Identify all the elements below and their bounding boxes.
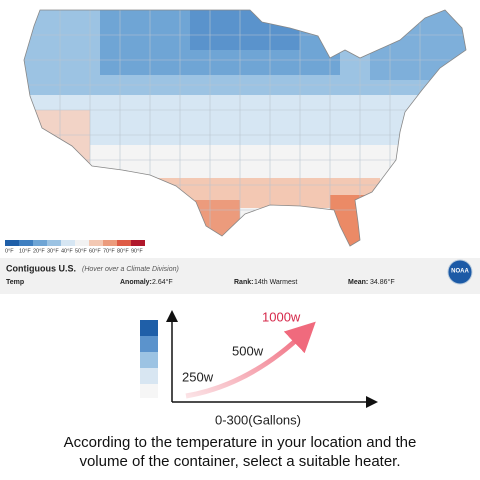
map-outline [23, 9, 467, 247]
legend-label: 0°F [5, 248, 14, 254]
legend-label: 70°F [103, 248, 115, 254]
info-bar [0, 258, 480, 294]
level-label: 250w [182, 369, 214, 384]
anomaly-label: Anomaly: [120, 279, 152, 286]
level-label: 1000w [262, 309, 301, 324]
legend-label: 20°F [33, 248, 45, 254]
legend-label: 40°F [61, 248, 73, 254]
rank-value: 14th Warmest [254, 279, 297, 286]
mean-value: 34.86°F [370, 278, 395, 286]
x-axis-label: 0-300(Gallons) [215, 412, 301, 427]
legend-swatch [131, 240, 145, 246]
legend-swatch [61, 240, 75, 246]
legend-label: 10°F [19, 248, 31, 254]
legend-label: 80°F [117, 248, 129, 254]
heater-diagram [140, 310, 378, 408]
map-legend: 0°F 10°F 20°F 30°F 40°F 50°F 60°F 70°F 80°F 90°F [5, 240, 145, 254]
info-title: Contiguous U.S. [6, 263, 76, 273]
legend-swatch [47, 240, 61, 246]
info-variable: Temp [6, 279, 24, 286]
legend-swatch [19, 240, 33, 246]
legend-swatch [5, 240, 19, 246]
level-label: 500w [232, 343, 264, 358]
rank-label: Rank: [234, 279, 253, 286]
legend-swatch [75, 240, 89, 246]
legend-label: 30°F [47, 248, 59, 254]
legend-swatch [89, 240, 103, 246]
caption-line: volume of the container, select a suitab… [79, 453, 400, 470]
legend-label: 60°F [89, 248, 101, 254]
legend-swatch [33, 240, 47, 246]
legend-swatch [103, 240, 117, 246]
anomaly-value: 2.64°F [152, 278, 173, 286]
us-map [24, 10, 466, 246]
noaa-logo [447, 259, 473, 285]
logo-text: NOAA [451, 269, 469, 275]
info-hint: (Hover over a Climate Division) [82, 266, 179, 273]
mean-label: Mean: [348, 279, 368, 286]
legend-label: 90°F [131, 248, 143, 254]
legend-label: 50°F [75, 248, 87, 254]
caption-line: According to the temperature in your loc… [64, 434, 417, 451]
legend-swatch [117, 240, 131, 246]
